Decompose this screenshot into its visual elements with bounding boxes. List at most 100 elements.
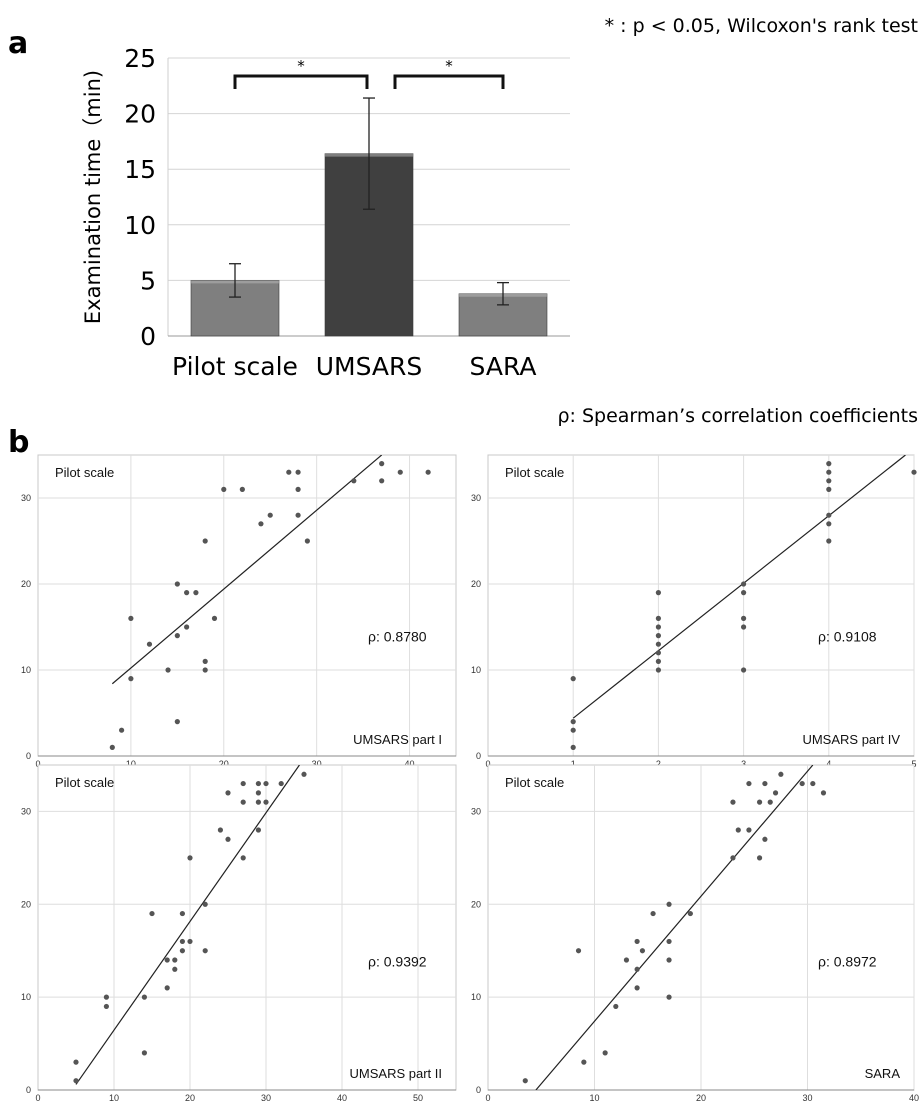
data-point (172, 966, 178, 972)
data-point (179, 910, 185, 917)
data-point (255, 780, 261, 787)
data-point (240, 799, 246, 805)
data-point (187, 855, 193, 861)
x-tick-label: 30 (312, 759, 322, 769)
rho-label: ρ: 0.9108 (818, 629, 877, 645)
data-point (639, 948, 646, 954)
y-axis-label: Examination time（min) (81, 70, 105, 324)
data-point (179, 938, 185, 945)
y-tick-label: 30 (21, 806, 31, 816)
data-point (109, 744, 115, 751)
data-point (575, 948, 582, 954)
data-point (255, 827, 261, 833)
data-point (73, 1059, 79, 1065)
plot-area (37, 454, 457, 757)
y-tick-label: 10 (21, 665, 31, 675)
data-point (184, 624, 190, 630)
significance-star: * (297, 57, 305, 75)
data-point (650, 910, 656, 917)
data-point (810, 780, 816, 787)
data-point (826, 486, 832, 492)
y-tick-label: 10 (21, 992, 31, 1002)
plot-y-label: Pilot scale (505, 465, 564, 480)
data-point (756, 799, 763, 805)
data-point (634, 938, 640, 945)
data-point (240, 855, 246, 861)
x-tick-label: 30 (802, 1093, 812, 1103)
data-point (666, 901, 672, 907)
data-point (741, 590, 747, 596)
plot-x-label: UMSARS part IV (802, 732, 900, 747)
data-point (174, 719, 180, 725)
trend-line (75, 765, 300, 1085)
data-point (225, 836, 231, 842)
x-tick-label: 2 (656, 759, 661, 769)
data-point (581, 1059, 587, 1065)
x-tick-label: 50 (413, 1093, 423, 1103)
x-tick-label: 20 (185, 1093, 195, 1103)
x-tick-label: 10 (126, 759, 136, 769)
y-tick-label: 20 (21, 579, 31, 589)
data-point (826, 538, 832, 544)
y-tick-label: 25 (124, 44, 156, 73)
data-point (211, 615, 218, 622)
data-point (263, 799, 269, 805)
bar-chart: 0 5 10 15 20 25 Examination time（min) Pilot sca… (81, 44, 570, 381)
data-point (602, 1050, 608, 1056)
data-point (141, 994, 147, 1000)
y-tick-label: 30 (471, 493, 481, 503)
data-point (826, 461, 832, 467)
y-tick-label: 30 (471, 806, 481, 816)
data-point (73, 1078, 79, 1084)
data-point (730, 855, 736, 861)
data-point (666, 957, 672, 963)
data-point (778, 771, 784, 777)
y-tick-label: 0 (26, 751, 31, 761)
data-point (165, 667, 171, 673)
data-point (103, 994, 109, 1000)
plot-x-label: SARA (865, 1066, 901, 1081)
data-point (255, 799, 261, 805)
trend-line (535, 765, 814, 1090)
data-point (146, 641, 153, 647)
panel-label-b: b (8, 425, 29, 460)
data-point (239, 486, 245, 492)
category-label: SARA (470, 352, 537, 381)
data-point (634, 985, 640, 991)
y-tick-label: 10 (124, 211, 156, 240)
data-point (655, 658, 662, 665)
data-point (172, 957, 178, 963)
plot-y-label: Pilot scale (55, 775, 114, 790)
data-point (397, 469, 403, 475)
data-point (772, 790, 779, 796)
data-point (655, 633, 662, 639)
x-tick-label: 40 (337, 1093, 347, 1103)
data-point (164, 985, 170, 991)
data-point (128, 615, 134, 622)
data-point (149, 910, 155, 917)
x-tick-label: 4 (826, 759, 831, 769)
x-tick-label: 30 (261, 1093, 271, 1103)
wilcoxon-note: * : p < 0.05, Wilcoxon's rank test (605, 15, 918, 37)
data-point (730, 799, 736, 805)
x-tick-label: 10 (589, 1093, 599, 1103)
data-point (202, 538, 208, 544)
x-tick-label: 20 (219, 759, 229, 769)
scatter-sara: 0 10 20 30 40 0 10 20 30 Pilot scale ρ: 0.8972 SARA (471, 764, 919, 1103)
data-point (826, 469, 832, 475)
data-point (741, 624, 747, 630)
plot-area (37, 764, 457, 1091)
trend-line (111, 455, 383, 685)
data-point (570, 719, 576, 725)
data-point (255, 790, 261, 796)
data-point (826, 521, 832, 527)
y-tick-label: 0 (476, 751, 481, 761)
data-point (174, 633, 180, 639)
x-tick-label: 3 (741, 759, 746, 769)
data-point (128, 676, 134, 682)
scatter-umsars-part-iv: 0 1 2 3 4 5 0 10 20 30 Pilot scale ρ: 0.9108 UMSARS … (471, 454, 917, 769)
data-point (570, 676, 576, 682)
x-tick-label: 20 (696, 1093, 706, 1103)
data-point (655, 650, 662, 656)
data-point (379, 478, 385, 484)
